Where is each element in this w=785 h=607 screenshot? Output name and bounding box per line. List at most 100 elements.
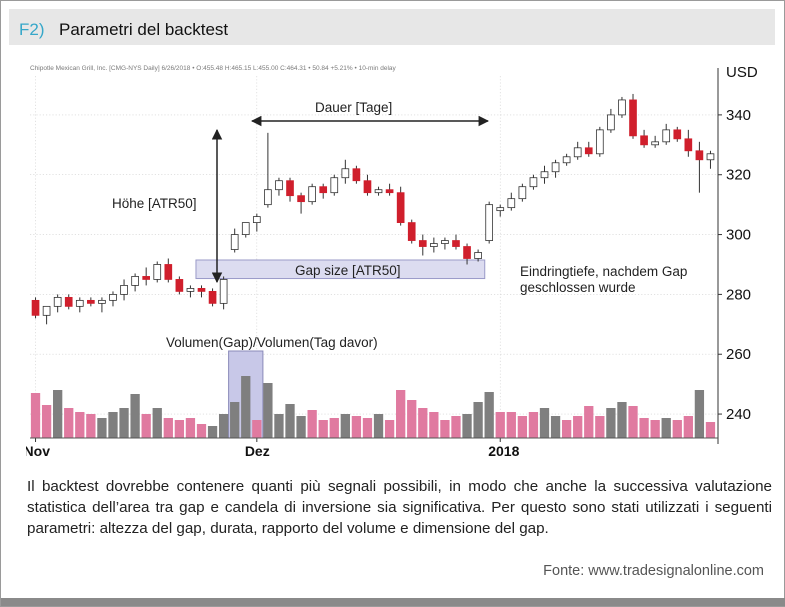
annotation-penetration: Eindringtiefe, nachdem Gap geschlossen w…: [520, 264, 691, 295]
candle-body: [120, 285, 128, 295]
candle-body: [396, 192, 405, 223]
volume-bar: [218, 414, 229, 438]
candle-body: [595, 129, 604, 155]
volume-bar: [617, 402, 627, 438]
candle-body: [341, 168, 350, 179]
chart-area: Chipotle Mexican Grill, Inc. [CMG-NYS Da…: [24, 56, 761, 459]
volume-bar: [207, 426, 218, 438]
candle-body: [540, 171, 549, 179]
volume-bar: [528, 412, 539, 438]
candle-body: [452, 240, 460, 247]
candle-body: [507, 198, 516, 209]
y-tick-label: 300: [726, 227, 751, 244]
volume-bar: [318, 420, 328, 438]
candle-body: [297, 195, 305, 203]
figure-title: Parametri del backtest: [59, 20, 229, 39]
volume-bar: [252, 420, 262, 438]
candle-body: [651, 141, 659, 146]
candle-body: [153, 264, 162, 280]
volume-bar: [75, 412, 85, 438]
volume-bar: [550, 416, 561, 438]
volume-bar: [628, 406, 638, 438]
candle-body: [264, 189, 272, 206]
bottom-bar: [1, 598, 785, 606]
candle-body: [518, 186, 527, 200]
volume-bar: [41, 405, 52, 438]
annotation-penetration-line-2: geschlossen wurde: [520, 280, 636, 295]
candle-body: [618, 99, 626, 116]
candle-body: [684, 138, 693, 152]
x-tick-label: Dez: [245, 443, 270, 458]
candle-body: [374, 189, 383, 194]
volume-bar: [108, 412, 118, 438]
chart-header: Chipotle Mexican Grill, Inc. [CMG-NYS Da…: [30, 65, 397, 72]
price-chart: Chipotle Mexican Grill, Inc. [CMG-NYS Da…: [24, 64, 758, 459]
volume-bar: [484, 392, 494, 438]
volume-bar: [141, 414, 151, 438]
volume-bar: [230, 402, 240, 438]
candle-body: [241, 222, 250, 235]
volume-bar: [451, 416, 461, 438]
volume-bar: [241, 376, 251, 438]
volume-bar: [86, 414, 96, 438]
figure-label: F2): [19, 20, 45, 39]
volume-bar: [351, 416, 362, 438]
candle-body: [418, 240, 427, 247]
candle-body: [131, 276, 139, 286]
volume-bar: [462, 414, 472, 438]
annotations: Dauer [Tage] Höhe [ATR50] Gap size [ATR5…: [112, 100, 691, 350]
candle-body: [230, 234, 239, 250]
candle-body: [662, 129, 671, 143]
candle-body: [208, 291, 217, 304]
volume-bar: [263, 383, 273, 438]
volume-bar: [30, 393, 41, 438]
candle-body: [673, 129, 682, 140]
candle-body: [430, 243, 438, 247]
volume-bar: [694, 390, 705, 438]
volume-bar: [373, 414, 384, 438]
candle-body: [87, 299, 95, 304]
y-tick-label: 340: [726, 107, 751, 124]
candle-body: [75, 299, 84, 307]
annotation-duration: Dauer [Tage]: [315, 100, 392, 115]
candle-body: [640, 135, 648, 146]
candle-body: [42, 305, 51, 316]
annotation-penetration-line-1: Eindringtiefe, nachdem Gap: [520, 264, 687, 279]
y-axis-unit: USD: [726, 64, 758, 81]
volume-bar: [196, 424, 207, 438]
candle-body: [175, 279, 184, 292]
candle-body: [319, 186, 328, 194]
candles: [31, 93, 715, 325]
annotation-volume-ratio: Volumen(Gap)/Volumen(Tag davor): [166, 335, 378, 350]
candle-body: [485, 204, 494, 241]
candle-body: [98, 299, 106, 304]
volume-bar: [340, 414, 350, 438]
grid: [30, 76, 716, 438]
volume-bar: [119, 408, 129, 438]
candle-body: [474, 252, 482, 259]
candle-body: [275, 180, 283, 191]
y-tick-label: 260: [726, 346, 751, 363]
axes: 240 260 280 300 320 340 Nov Dez 2018: [24, 68, 751, 459]
candle-body: [330, 177, 339, 194]
volume-bar: [163, 418, 173, 438]
volume-bar: [285, 404, 295, 438]
figure-source: Fonte: www.tradesignalonline.com: [543, 563, 764, 579]
volume-bar: [440, 420, 450, 438]
volume-bar: [296, 416, 306, 438]
volume-bar: [97, 418, 107, 438]
volume-bar: [650, 420, 660, 438]
y-tick-label: 320: [726, 167, 751, 184]
candle-body: [53, 296, 62, 307]
candle-body: [463, 246, 471, 259]
candle-body: [385, 189, 394, 194]
annotation-height: Höhe [ATR50]: [112, 196, 197, 211]
volume-bar: [584, 406, 594, 438]
candle-body: [629, 99, 637, 137]
volume-bar: [672, 420, 682, 438]
candle-body: [695, 150, 704, 161]
volume-bar: [152, 408, 162, 438]
volume-bar: [606, 408, 616, 438]
volume-bar: [639, 418, 649, 438]
candle-body: [352, 168, 361, 182]
